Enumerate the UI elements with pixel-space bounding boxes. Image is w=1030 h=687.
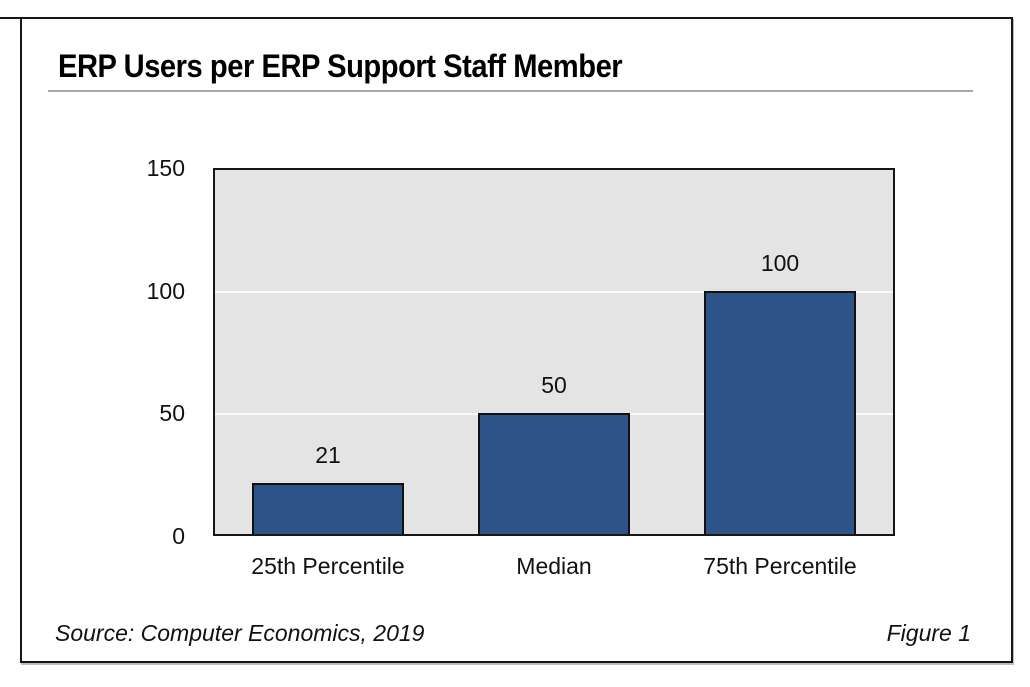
gridline-100 (215, 291, 893, 293)
y-axis-label-50: 50 (159, 400, 185, 426)
y-axis-label-0: 0 (172, 523, 185, 549)
bar-value-label: 50 (541, 372, 567, 398)
y-axis-label-100: 100 (146, 278, 185, 304)
x-axis-label: 25th Percentile (251, 553, 405, 579)
bar-75th-percentile (704, 291, 856, 534)
figure-label: Figure 1 (886, 620, 971, 646)
bar-median (478, 413, 630, 534)
bar-value-label: 21 (315, 442, 341, 468)
source-note: Source: Computer Economics, 2019 (55, 620, 425, 646)
x-axis-label: Median (516, 553, 592, 579)
top-rule (0, 17, 22, 19)
x-axis-label: 75th Percentile (703, 553, 857, 579)
bar-value-label: 100 (760, 250, 800, 276)
title-underline (48, 90, 973, 92)
bar-25th-percentile (252, 483, 404, 534)
chart-title: ERP Users per ERP Support Staff Member (58, 48, 623, 84)
y-axis-label-150: 150 (146, 155, 185, 181)
plot-area: 21 50 100 (213, 168, 895, 536)
